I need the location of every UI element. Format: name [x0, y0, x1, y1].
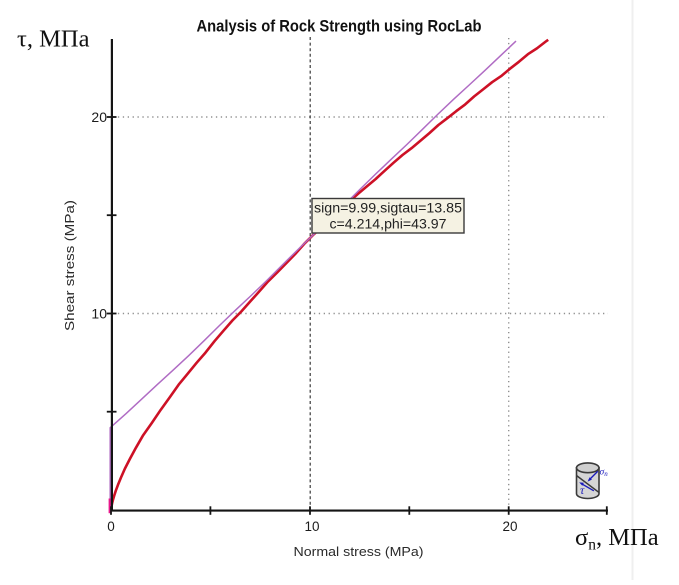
svg-text:c=4.214,phi=43.97: c=4.214,phi=43.97: [330, 217, 447, 233]
svg-text:0: 0: [107, 519, 115, 534]
svg-text:Analysis of Rock Strength usin: Analysis of Rock Strength using RocLab: [197, 18, 482, 36]
svg-text:10: 10: [304, 519, 319, 534]
svg-text:10: 10: [91, 306, 107, 322]
svg-text:σn: σn: [600, 468, 609, 479]
svg-text:sign=9.99,sigtau=13.85: sign=9.99,sigtau=13.85: [314, 201, 462, 217]
svg-text:20: 20: [91, 109, 107, 125]
svg-text:σn, МПа: σn, МПа: [575, 524, 659, 554]
svg-text:20: 20: [502, 519, 517, 534]
svg-text:Shear stress (MPa): Shear stress (MPa): [63, 200, 77, 331]
svg-text:Normal stress (MPa): Normal stress (MPa): [294, 544, 424, 559]
svg-text:τ, МПа: τ, МПа: [17, 26, 90, 53]
svg-text:τ: τ: [580, 483, 585, 497]
